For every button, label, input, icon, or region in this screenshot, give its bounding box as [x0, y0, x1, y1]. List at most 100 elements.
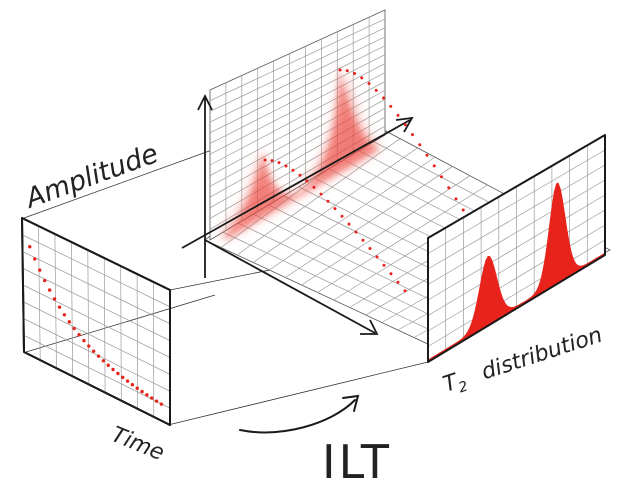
ilt-arrow: [239, 394, 360, 434]
decay-panel-gridline: [22, 251, 171, 325]
decay-point: [361, 238, 365, 242]
decay-point: [72, 326, 76, 331]
decay-point: [403, 289, 407, 293]
t2-panel-gridline: [427, 164, 606, 270]
decay-point: [291, 168, 295, 172]
decay-point: [28, 244, 32, 249]
decay-point: [154, 399, 159, 403]
decay-point: [333, 207, 337, 211]
vertical-plane: [209, 9, 386, 241]
decay-point: [389, 104, 393, 108]
decay-point: [319, 192, 323, 196]
decay-point: [368, 246, 372, 250]
decay-point: [396, 113, 400, 117]
decay-point: [345, 69, 349, 73]
vertical-plane-gridline: [209, 27, 386, 112]
decay-point: [305, 179, 309, 183]
t2-panel-gridline: [427, 239, 606, 347]
decay-point: [440, 175, 443, 179]
decay-point: [47, 288, 52, 292]
decay-point: [96, 354, 101, 358]
decay-point: [77, 333, 81, 337]
decay-point: [461, 208, 465, 212]
decay-panel-gridline: [23, 318, 171, 392]
decay-point: [360, 76, 364, 80]
decay-point: [382, 263, 386, 267]
decay-point: [312, 185, 316, 189]
axes-3d: [181, 93, 414, 335]
decay-panel-gridline: [22, 267, 171, 341]
base-plane-gridline: [218, 229, 446, 338]
decay-point: [354, 230, 358, 234]
decay-point: [432, 164, 436, 168]
ilt-label: ILT: [322, 435, 392, 489]
decay-point: [91, 349, 96, 353]
decay-point: [57, 305, 62, 309]
t2-word: distribution: [479, 323, 606, 386]
vertical-plane-gridline: [209, 90, 386, 187]
decay-point: [101, 359, 106, 363]
decay-point: [145, 393, 149, 397]
t2-distribution-fill: [428, 182, 605, 362]
t2-panel-gridline: [427, 224, 606, 332]
decay-point: [298, 173, 302, 177]
decay-point: [140, 389, 144, 394]
t2-panel: [427, 134, 606, 363]
decay-point: [396, 280, 400, 284]
vertical-plane-gridline: [209, 54, 386, 144]
decay-point: [130, 383, 135, 387]
decay-panel: [21, 217, 171, 426]
decay-point: [418, 143, 422, 147]
decay-point: [382, 96, 385, 100]
decay-point: [367, 82, 371, 86]
t2-panel-gridline: [427, 209, 606, 316]
vertical-plane-gridline: [209, 36, 386, 123]
decay-point: [67, 320, 72, 324]
decay-panel-gridline: [23, 334, 171, 409]
decay-point: [277, 161, 281, 165]
t2-panel-gridline: [427, 179, 606, 285]
decay-curve: [28, 244, 164, 406]
t2-peaks: [428, 182, 605, 362]
decay-panel-gridline: [22, 284, 171, 358]
decay-point: [338, 68, 342, 72]
decay-point: [82, 338, 86, 343]
decay-point: [125, 379, 130, 383]
decay-point: [326, 199, 330, 203]
decay-point: [38, 268, 42, 272]
decay-point: [454, 197, 458, 201]
time-label: Time: [108, 422, 168, 466]
decay-point: [52, 297, 57, 301]
vertical-plane-gridline: [209, 81, 386, 177]
decay-panel-gridline: [23, 301, 171, 375]
decay-point: [150, 396, 154, 400]
decay-point: [106, 363, 110, 367]
decay-point: [374, 88, 378, 92]
vertical-plane-gridline: [209, 45, 386, 134]
decay-point: [87, 344, 91, 348]
vertical-plane-gridline: [209, 63, 386, 155]
vertical-plane-gridline: [209, 72, 386, 166]
decay-point: [111, 367, 115, 372]
decay-point: [347, 222, 351, 226]
decay-point: [121, 375, 125, 380]
amplitude-label: Amplitude: [20, 138, 163, 215]
decay-point: [403, 123, 407, 127]
decay-panel-gridline: [22, 234, 171, 308]
decay-point: [447, 186, 451, 190]
decay-point: [375, 255, 379, 259]
decay-point: [159, 402, 164, 406]
t2-panel-gridline: [427, 194, 606, 301]
decay-point: [62, 313, 67, 317]
decay-point: [340, 214, 344, 218]
decay-point: [116, 371, 120, 376]
decay-point: [425, 153, 429, 157]
decay-point: [284, 164, 288, 168]
decay-point: [353, 72, 356, 76]
decay-point: [263, 158, 267, 162]
decay-point: [270, 159, 274, 163]
decay-point: [389, 272, 393, 276]
decay-point: [411, 133, 414, 137]
